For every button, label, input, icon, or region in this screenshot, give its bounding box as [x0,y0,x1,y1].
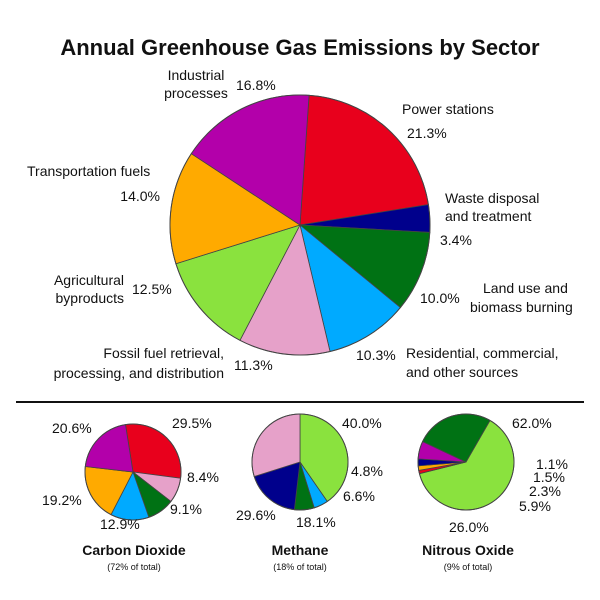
ch4-pct-landuse: 6.6% [343,488,375,504]
co2-pct-fossil: 8.4% [187,469,219,485]
pct-power: 21.3% [407,125,447,141]
n2o-pct-landuse: 26.0% [449,519,489,535]
methane-pie [251,413,349,511]
ch4-pie-outline [251,413,349,511]
label-landuse-line2: biomass burning [470,299,573,315]
label-fossil-line2: processing, and distribution [54,365,224,381]
label-residential-line2: and other sources [406,364,518,380]
co2-pie-outline [84,423,182,521]
n2o-share: (9% of total) [444,562,493,572]
co2-slice-industrial-processes [84,424,134,473]
pct-waste: 3.4% [440,232,472,248]
pct-fossil: 11.3% [234,357,273,373]
label-power: Power stations [402,101,494,117]
main-pie-labels: Industrial processes 16.8% Power station… [27,67,573,381]
carbon-dioxide-pie [84,423,182,521]
ch4-labels: 40.0% 4.8% 6.6% 18.1% 29.6% Methane (18%… [236,415,383,572]
label-industrial-line2: processes [164,85,228,101]
n2o-pct-agri: 62.0% [512,415,552,431]
ch4-pct-residential: 4.8% [351,463,383,479]
co2-pct-residential: 12.9% [100,516,140,532]
nitrous-oxide-pie [417,413,515,511]
label-landuse-line1: Land use and [483,280,568,296]
co2-title: Carbon Dioxide [82,542,186,558]
label-industrial-line1: Industrial [168,67,225,83]
main-sector-pie [169,94,431,356]
n2o-pct-transport: 1.5% [533,469,565,485]
pct-residential: 10.3% [356,347,396,363]
co2-pct-industrial: 20.6% [52,420,92,436]
co2-pct-transport: 19.2% [42,492,82,508]
co2-slice-power-stations [125,423,182,479]
pct-transport: 14.0% [120,188,160,204]
pct-agri: 12.5% [132,281,172,297]
ch4-pct-fossil: 29.6% [236,507,276,523]
n2o-pct-industrial: 5.9% [519,498,551,514]
figure-title: Annual Greenhouse Gas Emissions by Secto… [60,35,540,60]
n2o-pct-power: 1.1% [536,456,568,472]
main-pie-outline [169,94,431,356]
n2o-pct-waste: 2.3% [529,483,561,499]
label-waste-line2: and treatment [445,208,531,224]
label-waste-line1: Waste disposal [445,190,539,206]
label-agri-line1: Agricultural [54,272,124,288]
pct-landuse: 10.0% [420,290,460,306]
co2-pct-power: 29.5% [172,415,212,431]
ch4-title: Methane [272,542,329,558]
co2-share: (72% of total) [107,562,161,572]
n2o-pie-outline [417,413,515,511]
co2-pct-landuse: 9.1% [170,501,202,517]
n2o-title: Nitrous Oxide [422,542,514,558]
pct-industrial: 16.8% [236,77,276,93]
ch4-pct-agri: 40.0% [342,415,382,431]
ch4-pct-waste: 18.1% [296,514,336,530]
ch4-share: (18% of total) [273,562,327,572]
label-fossil-line1: Fossil fuel retrieval, [103,345,224,361]
n2o-labels: 62.0% 1.1% 1.5% 2.3% 5.9% 26.0% Nitrous … [422,415,568,572]
label-transport: Transportation fuels [27,163,150,179]
label-residential-line1: Residential, commercial, [406,345,559,361]
co2-labels: 20.6% 29.5% 8.4% 9.1% 12.9% 19.2% Carbon… [42,415,219,572]
label-agri-line2: byproducts [56,290,124,306]
